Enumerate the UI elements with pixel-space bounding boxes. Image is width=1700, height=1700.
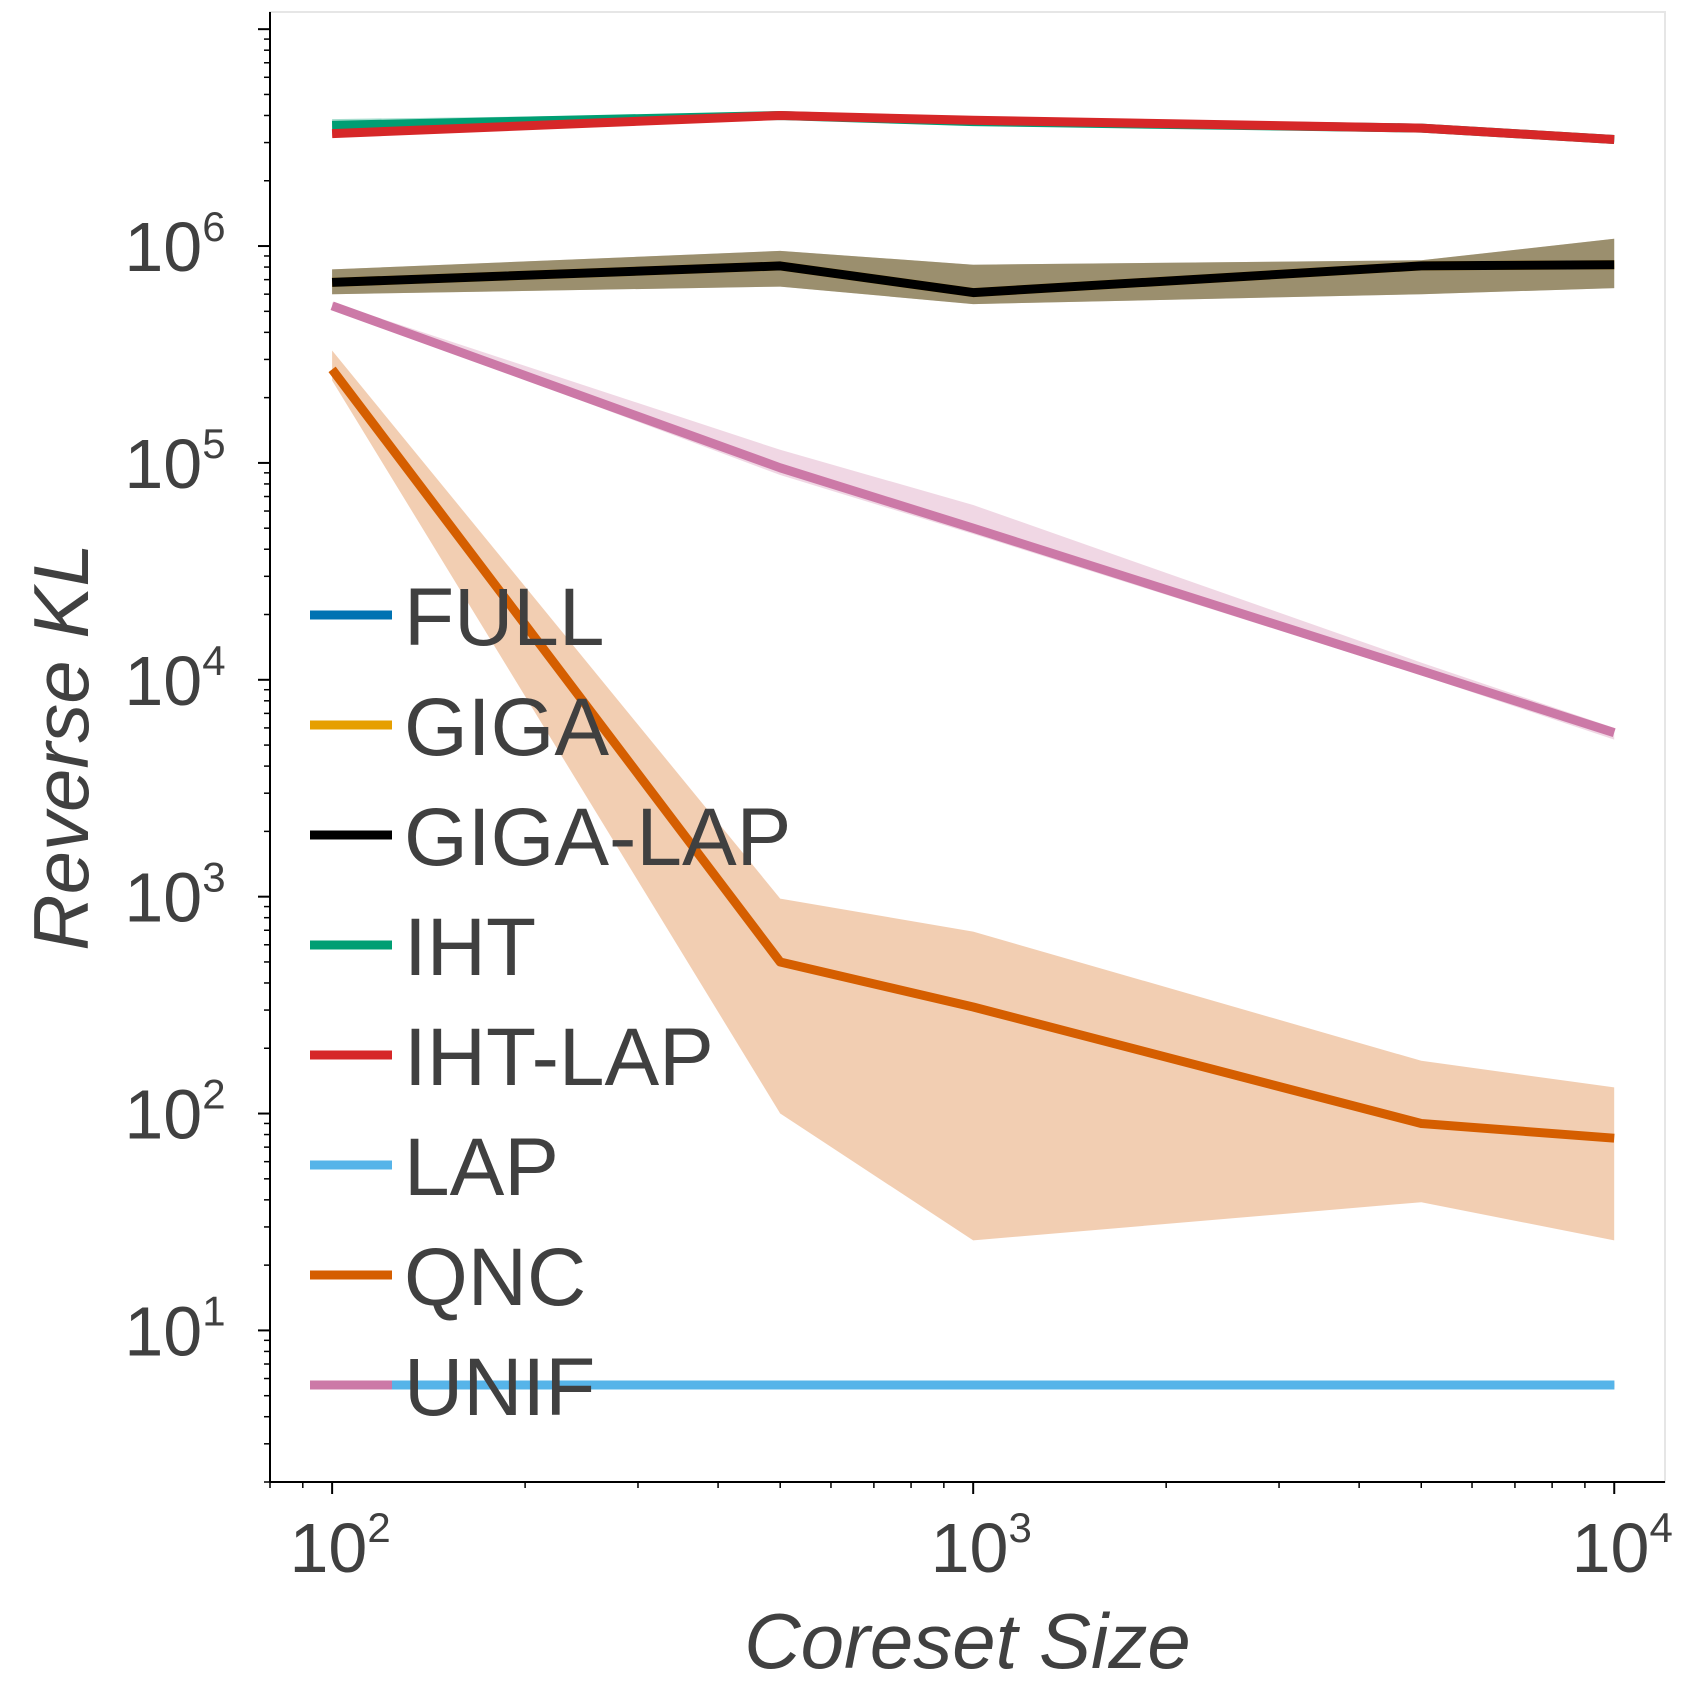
legend-label: UNIF — [404, 1342, 595, 1433]
legend-item-qnc: QNC — [310, 1232, 586, 1323]
legend-label: FULL — [404, 572, 605, 663]
line-qnc — [328, 366, 1615, 1143]
y-tick-label: 102 — [124, 1071, 225, 1154]
y-tick-label: 101 — [124, 1287, 225, 1370]
legend-label: GIGA-LAP — [404, 792, 791, 883]
legend-label: LAP — [404, 1122, 559, 1213]
series-lines — [328, 111, 1616, 1390]
legend: FULL GIGA GIGA-LAP IHT IHT-LAP LAP QNC UNIF — [310, 572, 791, 1433]
x-tick-label: 104 — [1572, 1504, 1673, 1587]
line-unif — [330, 301, 1616, 737]
x-tick-label: 103 — [931, 1504, 1032, 1587]
band-qnc — [332, 350, 1615, 1241]
legend-label: GIGA — [404, 682, 609, 773]
line-iht-lap — [331, 111, 1615, 144]
y-tick-label: 105 — [124, 420, 225, 503]
legend-label: IHT — [404, 902, 536, 993]
band-giga-lap — [332, 238, 1615, 305]
y-tick-label: 104 — [124, 637, 225, 720]
legend-item-giga: GIGA — [310, 682, 609, 773]
legend-label: QNC — [404, 1232, 586, 1323]
x-axis-label: Coreset Size — [744, 1597, 1191, 1685]
legend-item-unif: UNIF — [310, 1342, 595, 1433]
legend-item-lap: LAP — [310, 1122, 559, 1213]
legend-item-iht-lap: IHT-LAP — [310, 1012, 714, 1103]
legend-item-iht: IHT — [310, 902, 536, 993]
y-tick-label: 103 — [124, 854, 225, 937]
legend-label: IHT-LAP — [404, 1012, 714, 1103]
tick-labels: 101 102 103 104 105 106 102 103 104 — [124, 203, 1672, 1587]
x-tick-label: 102 — [290, 1504, 391, 1587]
legend-item-full: FULL — [310, 572, 605, 663]
legend-item-giga-lap: GIGA-LAP — [310, 792, 791, 883]
y-tick-label: 106 — [124, 203, 225, 286]
line-giga-lap — [331, 260, 1615, 298]
y-axis-label: Reverse KL — [17, 543, 105, 951]
axes — [258, 12, 1665, 1494]
